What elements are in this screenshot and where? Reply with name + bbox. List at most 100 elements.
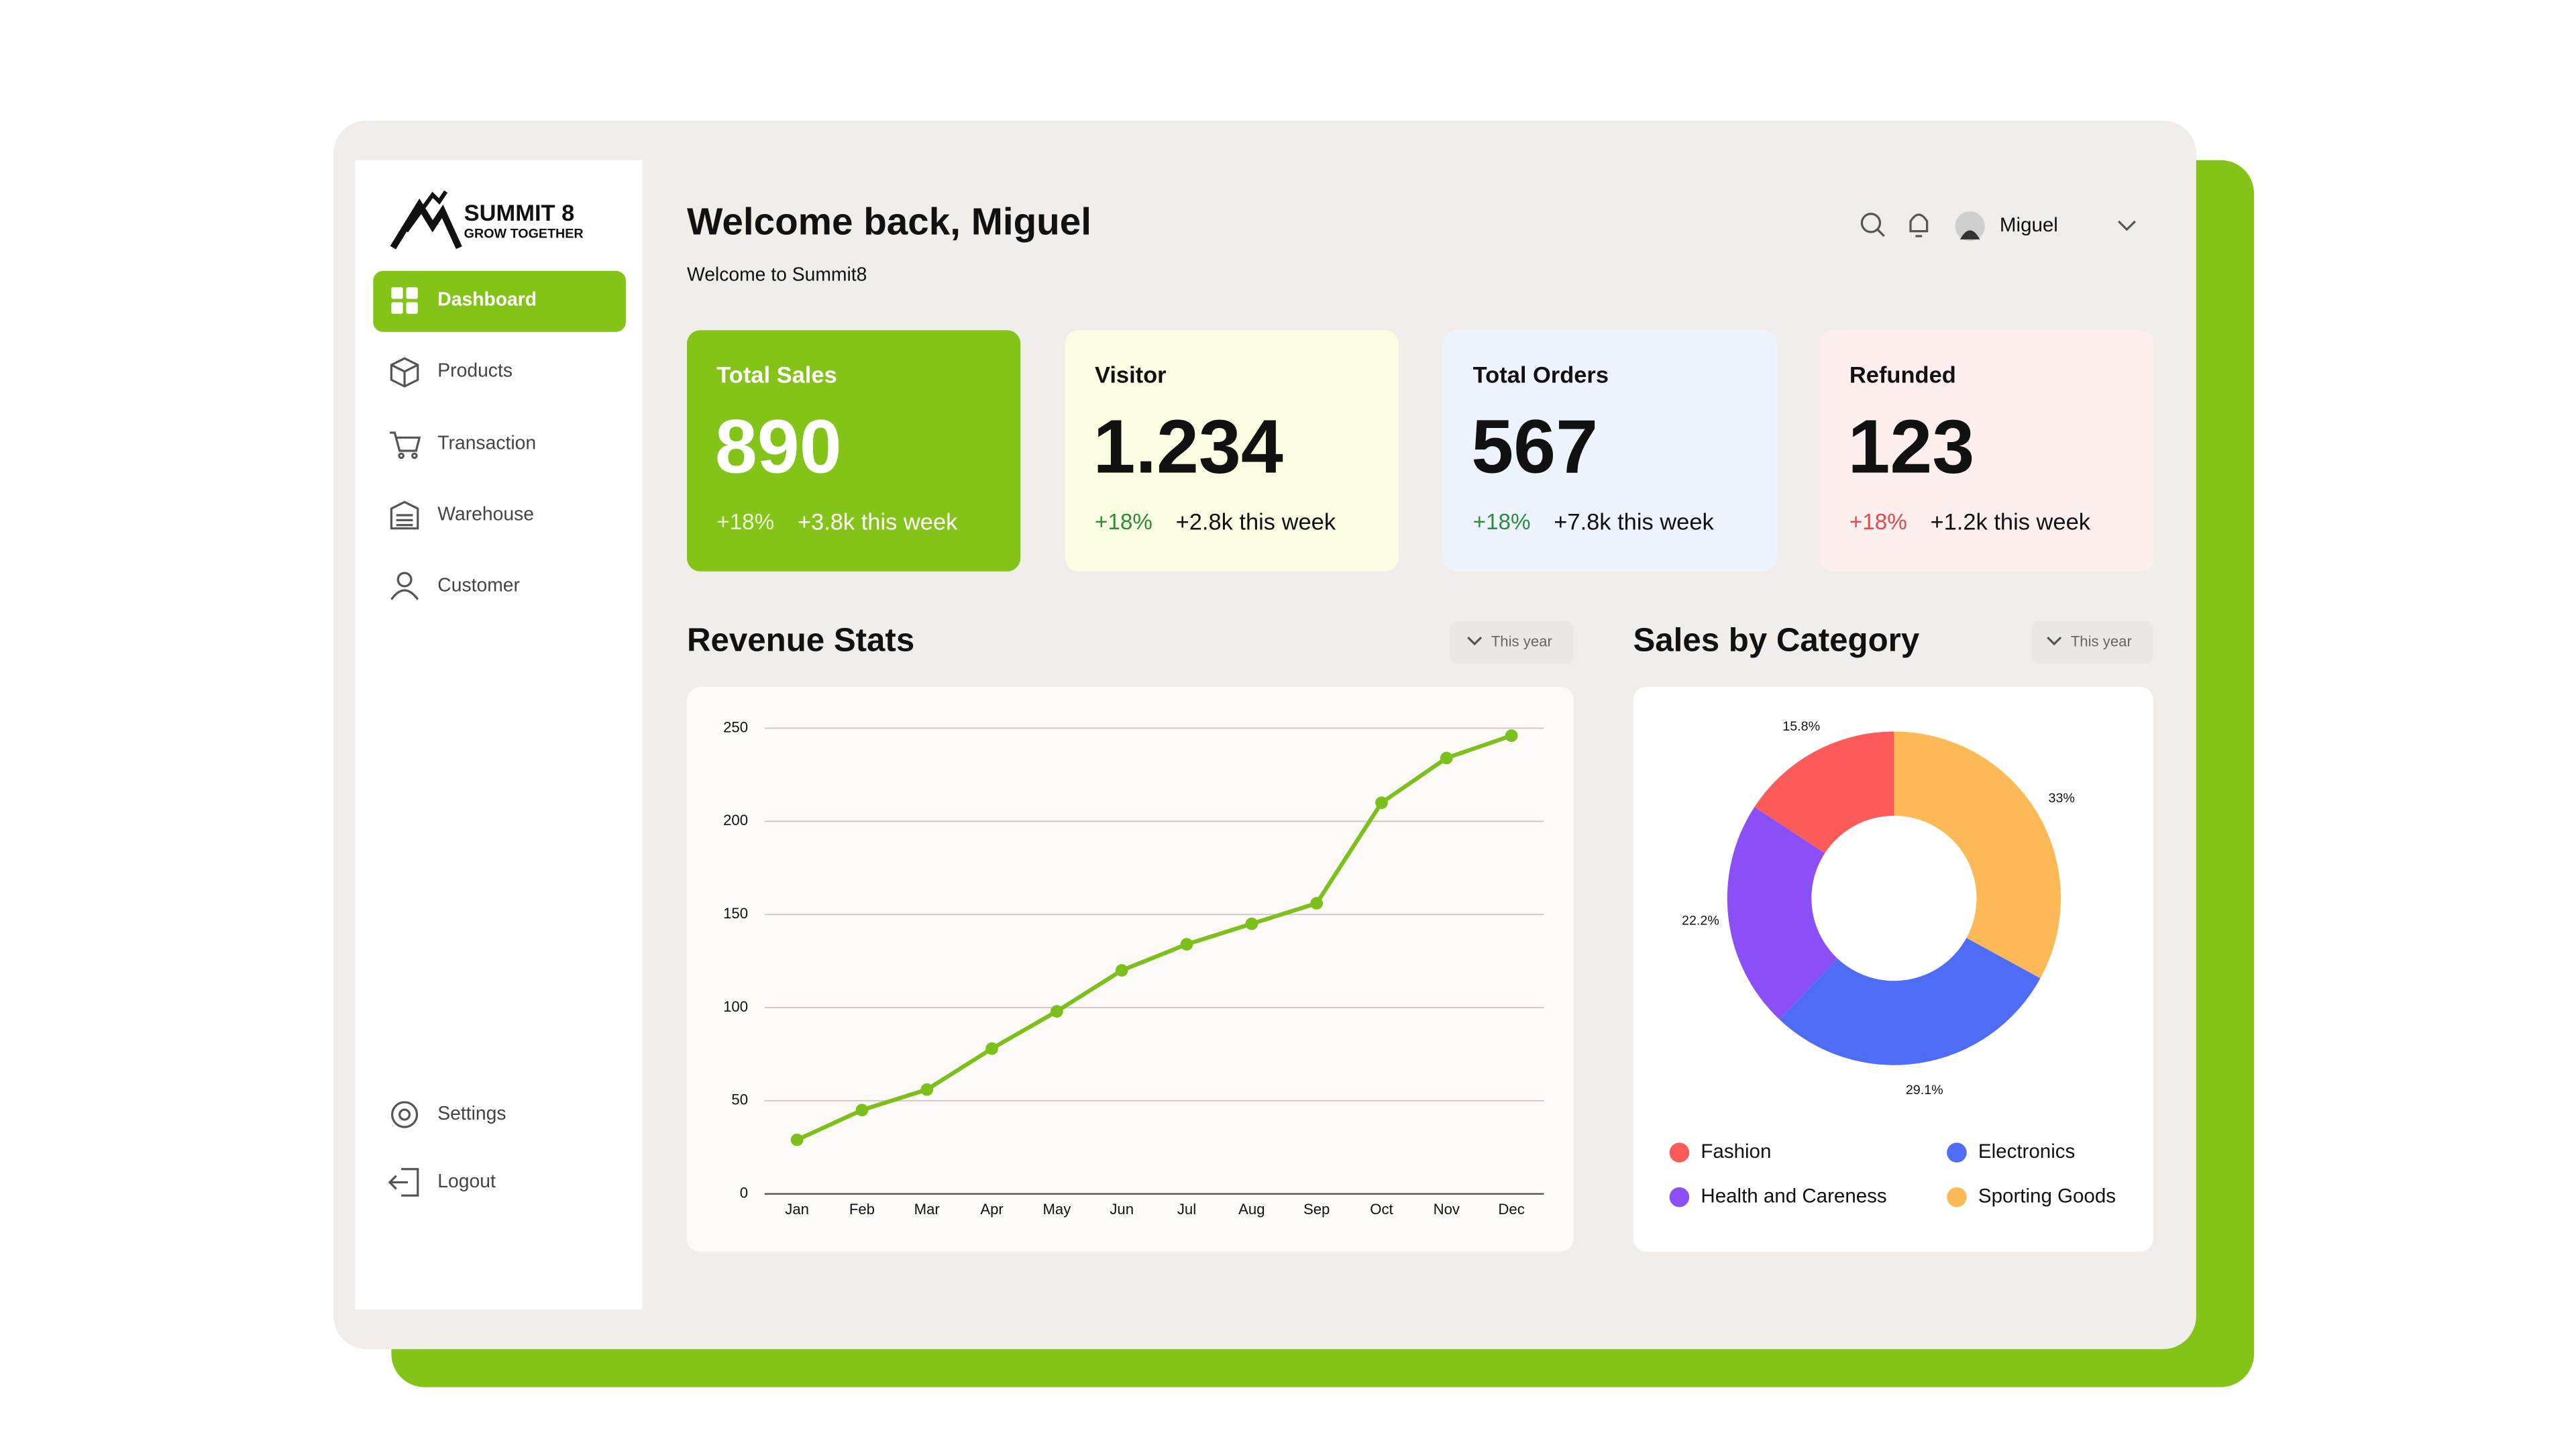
y-tick-label: 0 xyxy=(740,1185,748,1201)
stat-note: +2.8k this week xyxy=(1176,509,1336,535)
revenue-filter-dropdown[interactable] xyxy=(1450,621,1574,664)
stat-change: +18% xyxy=(716,510,774,535)
menu-item[interactable]: Settings xyxy=(437,1102,506,1124)
x-tick-label: Aug xyxy=(1238,1201,1265,1218)
x-tick-label: May xyxy=(1042,1201,1071,1218)
x-tick-label: Jan xyxy=(785,1201,809,1218)
category-filter-dropdown[interactable] xyxy=(2031,621,2153,664)
chart-title: Sales by Category xyxy=(1633,622,1919,659)
stat-note: +1.2k this week xyxy=(1931,509,2091,535)
user-menu-chevron[interactable] xyxy=(2118,220,2136,231)
data-point xyxy=(1440,751,1453,765)
stat-title: Total Sales xyxy=(716,362,837,388)
x-tick-label: Nov xyxy=(1434,1201,1460,1218)
data-point xyxy=(855,1104,869,1117)
pie-slice xyxy=(1754,731,1894,853)
menu-item[interactable]: Customer xyxy=(437,574,520,595)
data-point xyxy=(1505,729,1518,742)
y-tick-label: 250 xyxy=(723,718,748,735)
stat-card xyxy=(687,330,1021,572)
stat-card xyxy=(1443,330,1777,572)
x-tick-label: Jul xyxy=(1177,1201,1196,1218)
menu-item[interactable]: Products xyxy=(437,359,513,380)
user-name[interactable]: Miguel xyxy=(2000,214,2058,236)
dashboard-icon xyxy=(391,287,418,314)
legend-label: Health and Careness xyxy=(1701,1185,1886,1207)
legend-label: Electronics xyxy=(1978,1140,2075,1163)
y-tick-label: 50 xyxy=(731,1091,748,1108)
x-tick-label: Sep xyxy=(1303,1201,1330,1218)
logo-tagline: GROW TOGETHER xyxy=(464,227,584,241)
data-point xyxy=(1180,938,1193,951)
transaction-icon xyxy=(389,431,421,460)
sidebar xyxy=(355,160,643,1309)
legend-swatch xyxy=(1669,1142,1690,1163)
legend-label: Fashion xyxy=(1701,1140,1771,1163)
data-point xyxy=(1115,964,1128,977)
stat-change: +18% xyxy=(1095,510,1152,535)
menu-item[interactable]: Transaction xyxy=(437,432,536,453)
slice-label: 22.2% xyxy=(1682,913,1719,928)
y-tick-label: 150 xyxy=(723,905,748,922)
data-point xyxy=(1375,796,1388,809)
x-tick-label: Mar xyxy=(914,1201,940,1218)
stat-note: +3.8k this week xyxy=(798,509,958,535)
revenue-line xyxy=(796,733,1513,1142)
notification-icon[interactable] xyxy=(1909,213,1929,237)
data-point xyxy=(985,1042,998,1055)
x-tick-label: Apr xyxy=(980,1201,1003,1218)
slice-label: 15.8% xyxy=(1782,719,1820,734)
pie-slice xyxy=(1894,731,2061,979)
page-subtitle: Welcome to Summit8 xyxy=(687,264,867,285)
avatar-figure xyxy=(1960,230,1980,239)
stat-card xyxy=(1065,330,1399,572)
logo-title: SUMMIT 8 xyxy=(464,201,575,226)
pie-slice xyxy=(1779,938,2041,1065)
stat-value: 890 xyxy=(715,403,842,488)
legend-label: Sporting Goods xyxy=(1978,1185,2116,1207)
products-icon xyxy=(390,357,419,388)
data-point xyxy=(790,1133,804,1146)
settings-icon xyxy=(391,1101,419,1128)
stat-card xyxy=(1819,330,2153,572)
data-point xyxy=(1310,897,1324,910)
dropdown-chevron xyxy=(2047,637,2062,646)
data-point xyxy=(1245,917,1258,930)
x-tick-label: Jun xyxy=(1110,1201,1134,1218)
warehouse-icon xyxy=(390,500,419,530)
stat-value: 123 xyxy=(1847,403,1974,488)
menu-item[interactable]: Dashboard xyxy=(437,288,537,309)
stat-note: +7.8k this week xyxy=(1554,509,1714,535)
legend-swatch xyxy=(1947,1142,1967,1163)
x-tick-label: Dec xyxy=(1498,1201,1524,1218)
chart-title: Revenue Stats xyxy=(687,622,914,659)
dropdown-chevron xyxy=(1467,637,1483,646)
menu-item[interactable]: Warehouse xyxy=(437,502,534,524)
x-tick-label: Oct xyxy=(1370,1201,1393,1218)
slice-label: 33% xyxy=(2049,791,2075,806)
y-tick-label: 100 xyxy=(723,998,748,1015)
customer-icon xyxy=(390,572,419,600)
menu-item[interactable]: Logout xyxy=(437,1170,496,1191)
pie-slice xyxy=(1727,807,1837,1020)
stat-change: +18% xyxy=(1849,510,1907,535)
logo-mark xyxy=(390,190,462,250)
stat-title: Total Orders xyxy=(1473,362,1609,388)
filter-label[interactable]: This year xyxy=(2071,633,2132,649)
x-tick-label: Feb xyxy=(849,1201,875,1218)
stat-value: 567 xyxy=(1471,403,1598,488)
legend-swatch xyxy=(1669,1187,1690,1208)
filter-label[interactable]: This year xyxy=(1491,633,1552,649)
active-menu-highlight xyxy=(373,270,626,332)
stat-change: +18% xyxy=(1473,510,1531,535)
revenue-chart-card xyxy=(687,687,1574,1252)
slice-label: 29.1% xyxy=(1906,1083,1943,1097)
search-icon[interactable] xyxy=(1860,213,1885,237)
legend-swatch xyxy=(1947,1187,1967,1208)
stat-value: 1.234 xyxy=(1093,403,1283,488)
user-avatar[interactable] xyxy=(1955,211,1985,241)
data-point xyxy=(1051,1005,1063,1018)
logout-icon xyxy=(388,1168,419,1197)
